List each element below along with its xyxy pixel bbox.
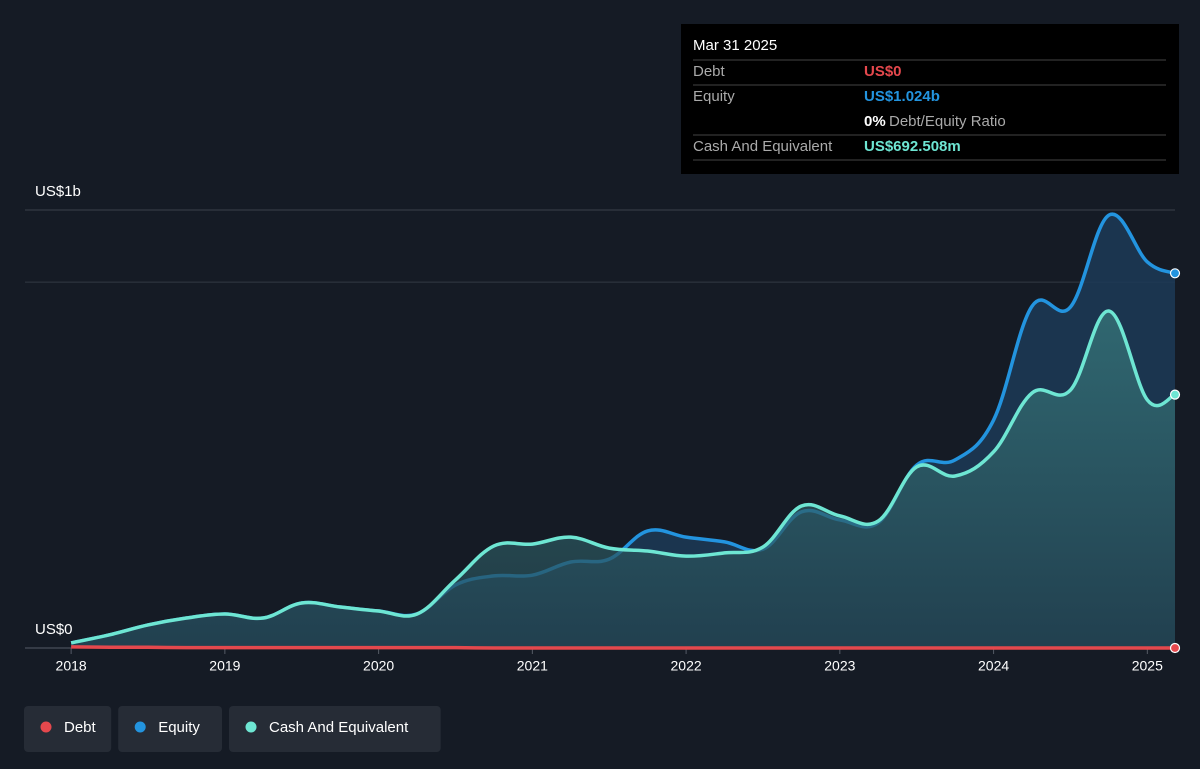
legend-swatch [134, 721, 146, 733]
x-tick-label: 2024 [978, 658, 1009, 674]
x-tick-label: 2022 [671, 658, 702, 674]
tooltip-label: Debt [693, 63, 726, 80]
line [71, 645, 1175, 650]
tooltip: Mar 31 2025 Debt US$0 Equity US$1.024b 0… [681, 24, 1179, 174]
y-tick-label: US$1b [35, 183, 81, 200]
tooltip-box [681, 24, 1179, 174]
y-tick-label: US$0 [35, 621, 73, 638]
tooltip-value: 0% [864, 113, 886, 130]
line [70, 309, 1176, 645]
legend-label: Debt [64, 719, 97, 736]
x-tick-label: 2020 [363, 658, 394, 674]
end-marker [1169, 642, 1181, 654]
legend-swatch [40, 721, 52, 733]
legend-item [229, 706, 441, 752]
tooltip-label: Debt/Equity Ratio [889, 113, 1006, 130]
end-marker [1169, 389, 1181, 400]
tooltip-value: US$0 [864, 63, 902, 80]
x-tick-label: 2023 [824, 658, 855, 674]
end-marker [1169, 268, 1181, 279]
tooltip-label: Cash And Equivalent [693, 138, 833, 155]
legend-item [118, 706, 222, 752]
legend-label: Equity [158, 719, 200, 736]
legend-label: Cash And Equivalent [269, 719, 409, 736]
tooltip-label: Equity [693, 88, 735, 105]
tooltip-value: US$1.024b [864, 88, 940, 105]
tooltip-date: Mar 31 2025 [693, 37, 777, 54]
x-tick-label: 2025 [1132, 658, 1163, 674]
x-tick-label: 2019 [209, 658, 240, 674]
area [71, 310, 1175, 648]
x-tick-label: 2018 [56, 658, 87, 674]
legend-item [24, 706, 112, 752]
tooltip-value: US$692.508m [864, 138, 961, 155]
x-tick-label: 2021 [517, 658, 548, 674]
legend-swatch [245, 721, 257, 733]
